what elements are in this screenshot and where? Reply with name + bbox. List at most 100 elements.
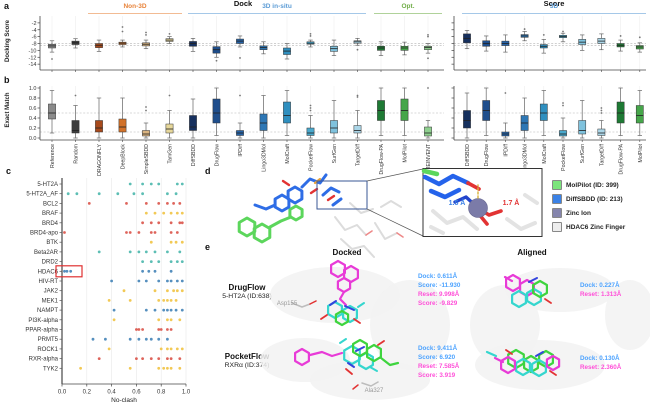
x-label-DrugFlow: DrugFlow bbox=[215, 144, 221, 166]
stick bbox=[369, 366, 378, 372]
group-underline-0 bbox=[88, 13, 182, 14]
x-tick-label: 1.0 bbox=[182, 390, 191, 396]
panel-e-label: e bbox=[205, 242, 211, 252]
stick bbox=[429, 225, 445, 235]
metric-line: Score: -9.829 bbox=[418, 300, 458, 307]
ring bbox=[351, 338, 369, 358]
dot-HIV-RT bbox=[144, 279, 148, 283]
legend-label: DiffSBDD (ID: 213) bbox=[566, 195, 623, 203]
dot-DRD2 bbox=[169, 260, 173, 263]
stick bbox=[291, 302, 311, 308]
dot-HDAC6 bbox=[147, 269, 151, 273]
stick bbox=[353, 318, 361, 324]
target-label-ROCK1: ROCK1 bbox=[37, 347, 58, 353]
box-MolCraft bbox=[283, 101, 291, 124]
structure-legend: MolPilot (ID: 399) DiffSBDD (ID: 213) Zinc… bbox=[552, 178, 625, 234]
dot-BRD4 bbox=[178, 221, 182, 225]
ring bbox=[329, 259, 347, 279]
dot-PPAR-alpha bbox=[166, 328, 169, 331]
dot-HIV-RT bbox=[169, 279, 173, 283]
metric-line: Reset: 9.998Å bbox=[418, 291, 460, 298]
outlier bbox=[309, 109, 312, 112]
stick bbox=[365, 230, 373, 236]
group-underline-1 bbox=[188, 13, 366, 14]
x-label-DiffSBDD: DiffSBDD bbox=[191, 144, 197, 166]
target-label-MEK1: MEK1 bbox=[42, 298, 59, 304]
legend-swatch bbox=[552, 208, 562, 218]
dot-PRMT5 bbox=[144, 337, 148, 341]
residue-label-2: Ala327 bbox=[365, 388, 384, 394]
box-MolPilot bbox=[635, 105, 644, 124]
stick bbox=[331, 197, 343, 207]
dock-header: Dock bbox=[233, 0, 253, 8]
dot-MEK1 bbox=[169, 299, 173, 302]
target-label-DRD2: DRD2 bbox=[42, 260, 59, 266]
x-label-SimpleSBDD: SimpleSBDD bbox=[144, 144, 150, 175]
stick bbox=[334, 216, 367, 236]
dot-PRMT5 bbox=[149, 337, 153, 341]
dot-NAMPT bbox=[169, 308, 173, 312]
outlier bbox=[309, 107, 312, 109]
dot-NAMPT bbox=[112, 308, 116, 312]
stick bbox=[355, 346, 365, 352]
dot-PI3K-alpha bbox=[169, 318, 173, 322]
stick bbox=[345, 368, 353, 375]
legend-label: HDAC6 Zinc Finger bbox=[566, 223, 626, 231]
score-header: Score bbox=[543, 0, 565, 8]
box-SimpleSBDD bbox=[142, 130, 150, 137]
stick bbox=[300, 173, 328, 189]
dot-HIV-RT bbox=[175, 279, 179, 283]
metrics-pocketflow-docked: Dock: 9.411Å Score: 6.920 Reset: 7.585Å Sco… bbox=[418, 344, 459, 380]
metric-line: Dock: 0.130Å bbox=[580, 355, 620, 362]
outlier bbox=[309, 32, 312, 35]
dot-5-HT2A bbox=[141, 182, 145, 186]
x-label-Reference: Reference bbox=[50, 144, 56, 168]
dot-BCL2 bbox=[87, 202, 91, 205]
stick bbox=[485, 350, 498, 358]
target-label-HIV-RT: HIV-RT bbox=[38, 279, 58, 285]
target-label-BTK: BTK bbox=[46, 240, 58, 246]
dot-DRD2 bbox=[157, 260, 161, 263]
outlier bbox=[121, 30, 124, 33]
target-label-5-HT2A: 5-HT2A bbox=[37, 182, 58, 188]
x-label-MolPilot: MolPilot bbox=[638, 143, 644, 162]
stick bbox=[549, 370, 557, 376]
dot-JAK2 bbox=[122, 289, 126, 293]
dot-ROCK1 bbox=[107, 347, 111, 351]
box-Reference bbox=[48, 103, 56, 120]
dot-Beta2AR bbox=[144, 250, 148, 254]
panel-b-label: b bbox=[4, 75, 10, 85]
stick bbox=[253, 203, 277, 211]
stick bbox=[422, 173, 471, 187]
dot-PRMT5 bbox=[91, 337, 95, 341]
box-DRAGONFLY bbox=[95, 120, 103, 133]
dot-DRD2 bbox=[149, 260, 153, 263]
box-DrugFlow-PA bbox=[616, 101, 625, 124]
dot-PI3K-alpha bbox=[166, 318, 169, 322]
dot-JAK2 bbox=[153, 289, 157, 293]
dot-5-HT2A_AF bbox=[174, 192, 178, 196]
outlier bbox=[523, 28, 526, 30]
dot-PPAR-alpha bbox=[169, 328, 173, 331]
box-SurfGen bbox=[578, 120, 587, 135]
stick bbox=[366, 168, 424, 182]
target-label-PPAR-alpha: PPAR-alpha bbox=[25, 328, 58, 334]
target-name: 5-HT2A (ID:638) bbox=[222, 293, 272, 300]
zoom-box bbox=[316, 180, 368, 210]
stick bbox=[374, 222, 398, 240]
dot-BCL2 bbox=[178, 202, 182, 205]
stick bbox=[544, 298, 552, 304]
dot-5-HT2A_AF bbox=[141, 192, 145, 196]
box-MolPilot bbox=[400, 98, 409, 121]
group-label-2: Opt. bbox=[401, 3, 415, 10]
dot-MEK1 bbox=[107, 299, 111, 302]
method-name: DrugFlow bbox=[228, 283, 266, 292]
dot-JAK2 bbox=[166, 289, 169, 293]
outlier bbox=[309, 104, 312, 107]
dot-BRAF bbox=[175, 211, 179, 215]
dot-PPAR-alpha bbox=[137, 328, 141, 331]
stick bbox=[377, 340, 385, 346]
stick bbox=[344, 305, 355, 311]
legend-swatch bbox=[552, 194, 562, 204]
dot-DRD2 bbox=[175, 260, 179, 263]
